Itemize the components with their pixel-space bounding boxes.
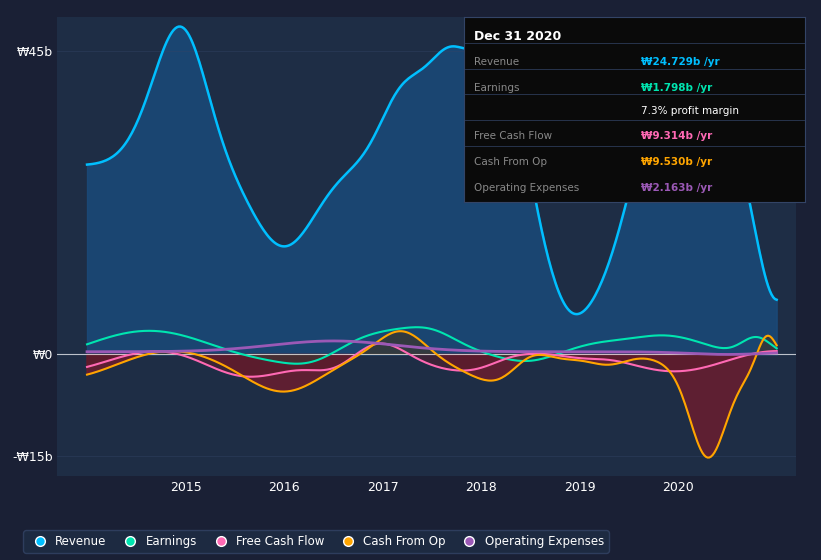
Text: Revenue: Revenue [474,58,519,67]
Text: Cash From Op: Cash From Op [474,157,547,167]
Text: ₩2.163b /yr: ₩2.163b /yr [641,183,713,193]
Text: ₩9.530b /yr: ₩9.530b /yr [641,157,712,167]
Text: Free Cash Flow: Free Cash Flow [474,132,553,141]
Text: Earnings: Earnings [474,83,520,94]
Text: Dec 31 2020: Dec 31 2020 [474,30,562,43]
Text: ₩9.314b /yr: ₩9.314b /yr [641,132,713,141]
Text: ₩24.729b /yr: ₩24.729b /yr [641,58,720,67]
Text: Operating Expenses: Operating Expenses [474,183,580,193]
Text: 7.3% profit margin: 7.3% profit margin [641,105,739,115]
Text: ₩1.798b /yr: ₩1.798b /yr [641,83,713,94]
Legend: Revenue, Earnings, Free Cash Flow, Cash From Op, Operating Expenses: Revenue, Earnings, Free Cash Flow, Cash … [24,530,608,553]
